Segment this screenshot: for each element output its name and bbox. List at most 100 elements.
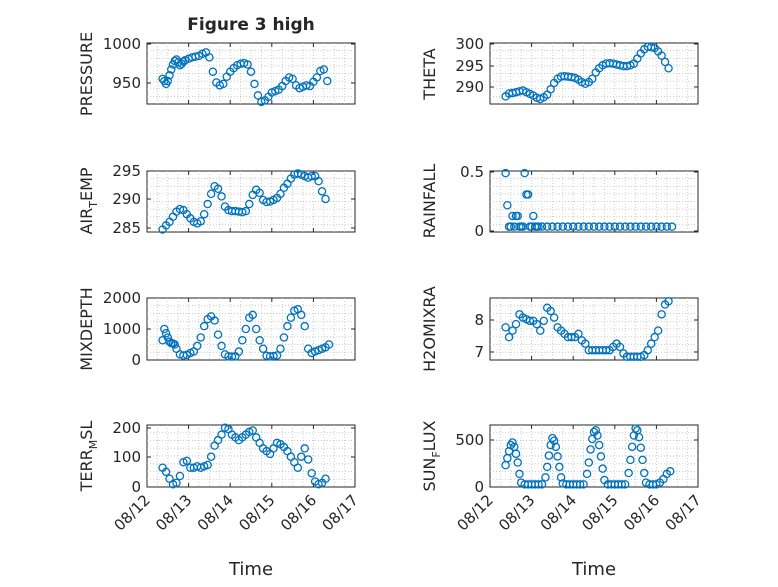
y-tick-label: 1000 (103, 35, 141, 53)
x-tick-label: 08/12 (454, 491, 497, 534)
data-point (581, 339, 590, 348)
data-point (243, 60, 252, 69)
y-tick-label: 8 (474, 311, 484, 329)
data-point (574, 329, 583, 339)
data-point (523, 190, 533, 199)
x-tick-label: 08/13 (152, 491, 195, 534)
data-point (553, 222, 562, 231)
data-point (286, 313, 296, 322)
data-point (513, 458, 522, 467)
data-point (241, 324, 251, 334)
data-point (594, 440, 604, 450)
data-point (631, 222, 640, 231)
data-point (551, 442, 561, 452)
y-tick-label: 295 (112, 162, 141, 180)
y-tick-label: 0 (474, 222, 484, 240)
data-point (660, 57, 670, 67)
y-tick-label: 7 (474, 343, 484, 361)
data-point (537, 480, 547, 489)
panel-pressure: 1000 950 PRESSURE (77, 32, 356, 116)
y-axis-label-part: SUN (420, 458, 439, 492)
y-tick-label: 100 (112, 448, 141, 466)
data-point (217, 192, 226, 201)
y-tick-label: 950 (112, 74, 141, 92)
data-point (546, 306, 555, 316)
y-axis-label: SUNFLUX (420, 420, 443, 491)
data-point (300, 444, 309, 453)
data-point (584, 222, 594, 231)
data-point (600, 222, 609, 231)
data-point (175, 204, 185, 214)
data-point (199, 321, 209, 331)
x-tick-label: 08/14 (194, 491, 237, 534)
panel-rainfall: 0.5 0 RAINFALL (420, 163, 699, 240)
data-point (584, 458, 594, 467)
data-point (321, 194, 330, 204)
data-point (321, 474, 330, 483)
data-point (163, 76, 173, 86)
data-point (503, 200, 512, 210)
data-point (161, 467, 171, 477)
data-point (172, 478, 181, 488)
data-point (548, 222, 557, 231)
y-tick-label: 500 (455, 431, 484, 449)
y-axis-label: THETA (420, 48, 439, 100)
data-point (541, 473, 550, 482)
data-point (605, 222, 614, 231)
data-point (641, 222, 651, 231)
data-point (643, 345, 652, 355)
panel-mixdepth: 2000 1000 0 MIXDEPTH (77, 287, 356, 371)
y-tick-label: 2000 (103, 289, 141, 307)
y-axis-label: PRESSURE (77, 32, 96, 116)
data-point (253, 91, 263, 100)
y-tick-label: 0 (131, 478, 141, 496)
data-point (589, 222, 599, 231)
data-point (579, 480, 588, 489)
data-point (646, 222, 656, 231)
data-point (307, 468, 316, 478)
x-tick-label: 08/12 (111, 491, 154, 534)
data-point (520, 168, 529, 178)
data-point (246, 67, 256, 76)
data-point (272, 351, 282, 360)
data-point (546, 85, 555, 94)
data-point (302, 81, 311, 90)
data-point (258, 344, 268, 353)
data-point (657, 310, 666, 319)
data-point (241, 206, 251, 216)
data-point (664, 63, 673, 73)
data-point (193, 341, 202, 351)
data-point (238, 207, 247, 217)
data-point (196, 333, 205, 342)
data-point (662, 222, 672, 231)
data-point (206, 189, 216, 199)
y-axis-label-part: LUX (420, 420, 439, 451)
data-point (568, 222, 578, 231)
data-point (636, 443, 646, 452)
data-point (598, 464, 607, 473)
data-point (615, 222, 625, 231)
data-point (206, 452, 216, 461)
data-point (317, 187, 327, 196)
y-tick-label: 0.5 (460, 163, 484, 181)
data-point (529, 211, 538, 221)
data-point (594, 222, 604, 231)
data-point (537, 222, 547, 231)
data-point (525, 316, 535, 326)
data-point (227, 352, 237, 361)
data-point (283, 321, 292, 331)
y-axis-label-part: SL (77, 421, 96, 440)
data-point (646, 339, 656, 348)
x-tick-label: 08/14 (537, 491, 580, 534)
data-point (161, 328, 171, 338)
panel-h2omixra: 8 7 H2OMIXRA (420, 286, 699, 372)
data-point (203, 460, 212, 470)
data-point (549, 436, 559, 445)
data-point (324, 340, 334, 349)
data-point (508, 326, 517, 335)
data-point (501, 168, 510, 178)
data-point (234, 347, 244, 356)
data-point (652, 222, 661, 231)
x-axis-label-left: Time (228, 559, 273, 580)
